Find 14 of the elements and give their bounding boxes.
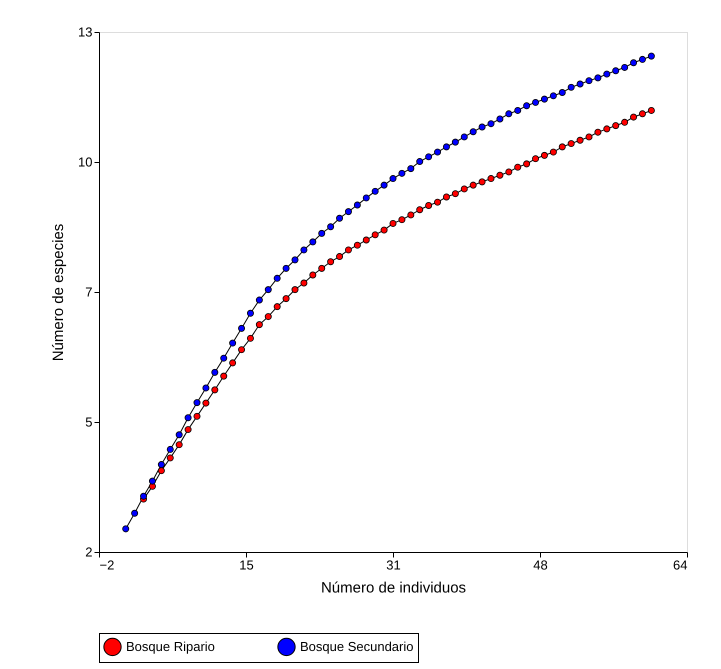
y-tick-label: 2 [85,544,92,560]
y-axis-title: Número de especies [50,224,68,362]
x-axis-title: Número de individuos [320,580,466,596]
legend-label: Bosque Secundario [300,638,414,654]
x-tick-label: −2 [100,558,114,572]
y-tick-label: 13 [78,24,92,40]
x-tick-label: 31 [386,558,401,572]
y-tick-label: 5 [85,414,92,430]
x-tick-label: 48 [533,558,548,572]
legend-label: Bosque Ripario [126,638,215,654]
y-tick-label: 7 [85,284,92,300]
x-tick-label: 15 [239,558,254,572]
x-tick-label: 64 [673,558,688,572]
y-tick-label: 10 [78,154,92,170]
